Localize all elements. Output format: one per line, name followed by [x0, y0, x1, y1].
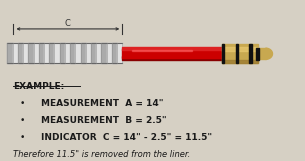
- Bar: [222, 60, 258, 63]
- Bar: [60, 43, 65, 63]
- Text: INDICATOR  C = 14" - 2.5" = 11.5": INDICATOR C = 14" - 2.5" = 11.5": [41, 133, 212, 142]
- Bar: [44, 43, 49, 63]
- Bar: [65, 43, 70, 63]
- Bar: [222, 44, 258, 63]
- Bar: [23, 43, 28, 63]
- Bar: [28, 43, 34, 63]
- Bar: [249, 44, 252, 63]
- Bar: [122, 47, 222, 50]
- Bar: [91, 43, 96, 63]
- Text: •: •: [20, 99, 25, 108]
- FancyArrowPatch shape: [17, 28, 118, 30]
- Text: EXAMPLE:: EXAMPLE:: [13, 82, 65, 91]
- Bar: [222, 44, 224, 63]
- Bar: [257, 48, 259, 60]
- Bar: [39, 43, 44, 63]
- Text: •: •: [20, 133, 25, 142]
- Bar: [86, 43, 91, 63]
- Text: Therefore 11.5" is removed from the liner.: Therefore 11.5" is removed from the line…: [13, 150, 191, 159]
- Bar: [54, 43, 60, 63]
- Bar: [7, 43, 13, 63]
- Text: MEASUREMENT  A = 14": MEASUREMENT A = 14": [41, 99, 163, 108]
- Text: •: •: [20, 116, 25, 125]
- Bar: [81, 43, 86, 63]
- Bar: [107, 43, 112, 63]
- Bar: [49, 43, 54, 63]
- Bar: [122, 49, 222, 58]
- Bar: [18, 43, 23, 63]
- Text: C: C: [65, 19, 71, 28]
- Bar: [70, 43, 75, 63]
- Bar: [117, 43, 122, 63]
- Bar: [96, 43, 101, 63]
- Bar: [7, 43, 122, 63]
- Bar: [132, 50, 192, 51]
- Bar: [122, 56, 222, 60]
- Polygon shape: [266, 48, 272, 59]
- Bar: [75, 43, 81, 63]
- Bar: [259, 48, 266, 59]
- Bar: [112, 43, 117, 63]
- Bar: [222, 47, 258, 51]
- Bar: [101, 43, 107, 63]
- Bar: [13, 43, 18, 63]
- Bar: [34, 43, 39, 63]
- Bar: [235, 44, 238, 63]
- Text: MEASUREMENT  B = 2.5": MEASUREMENT B = 2.5": [41, 116, 166, 125]
